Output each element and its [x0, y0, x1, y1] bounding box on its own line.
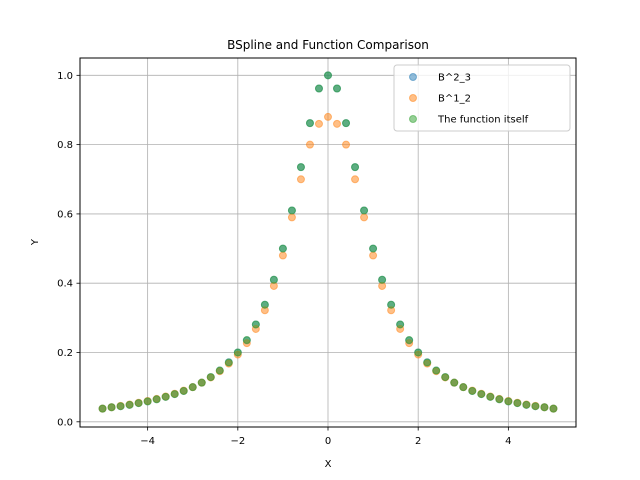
data-point	[459, 383, 468, 392]
data-point	[224, 358, 233, 367]
data-point	[360, 206, 369, 215]
data-point	[378, 275, 387, 284]
data-point	[188, 383, 197, 392]
y-tick-label: 0.6	[57, 209, 73, 220]
y-tick-label: 1.0	[57, 71, 73, 82]
data-point	[450, 378, 459, 387]
data-point	[287, 213, 296, 222]
data-point	[414, 348, 423, 357]
data-point	[441, 373, 450, 382]
x-axis-label: X	[325, 459, 332, 470]
data-point	[143, 397, 152, 406]
data-point	[242, 336, 251, 345]
data-point	[296, 163, 305, 172]
data-point	[396, 320, 405, 329]
legend: B^2_3 B^1_2 The function itself	[393, 64, 571, 132]
data-point	[215, 366, 224, 375]
data-points	[98, 71, 558, 413]
legend-marker	[409, 94, 417, 102]
data-point	[324, 71, 332, 80]
data-point	[468, 386, 477, 395]
data-point	[125, 400, 134, 409]
data-point	[107, 403, 116, 412]
data-point	[504, 397, 513, 406]
data-point	[540, 403, 549, 412]
data-point	[333, 119, 342, 128]
legend-marker	[409, 115, 417, 123]
data-point	[432, 366, 441, 375]
legend-label: B^2_3	[438, 73, 471, 84]
data-point	[495, 395, 504, 404]
data-point	[314, 119, 323, 128]
x-tick-label: −2	[230, 436, 245, 447]
legend-label: B^1_2	[438, 94, 471, 105]
data-point	[233, 348, 242, 357]
data-point	[251, 320, 260, 329]
data-point	[161, 392, 170, 401]
data-point	[369, 251, 378, 260]
data-point	[197, 378, 206, 387]
data-point	[278, 251, 287, 260]
data-point	[305, 119, 314, 128]
data-point	[405, 336, 414, 345]
data-point	[152, 395, 161, 404]
y-tick-label: 0.0	[57, 417, 73, 428]
series-the-function-itself	[98, 71, 558, 413]
data-point	[179, 386, 188, 395]
x-tick-label: 2	[415, 436, 421, 447]
data-point	[170, 390, 179, 399]
x-tick-label: 0	[325, 436, 331, 447]
y-tick-label: 0.2	[57, 348, 73, 359]
data-point	[342, 119, 351, 128]
data-point	[531, 402, 540, 411]
data-point	[342, 140, 351, 149]
legend-label: The function itself	[437, 115, 529, 126]
data-point	[522, 400, 531, 409]
legend-marker	[409, 73, 417, 81]
data-point	[278, 244, 287, 253]
x-tick-label: −4	[140, 436, 155, 447]
data-point	[314, 84, 323, 93]
data-point	[477, 390, 486, 399]
data-point	[513, 399, 522, 408]
data-point	[206, 373, 215, 382]
data-point	[333, 84, 342, 93]
y-axis-label: Y	[30, 238, 41, 246]
data-point	[305, 140, 314, 149]
data-point	[324, 112, 332, 121]
y-tick-label: 0.8	[57, 140, 73, 151]
data-point	[260, 300, 269, 309]
data-point	[351, 175, 360, 184]
data-point	[287, 206, 296, 215]
data-point	[351, 163, 360, 172]
data-point	[369, 244, 378, 253]
data-point	[98, 404, 107, 413]
y-tick-label: 0.4	[57, 279, 73, 290]
chart-title: BSpline and Function Comparison	[227, 38, 429, 52]
data-point	[549, 404, 558, 413]
data-point	[423, 358, 432, 367]
legend-box	[393, 64, 571, 132]
axis-ticks: −4 −2 0 2 4 0.0 0.2 0.4 0.6 0.8 1.0	[57, 71, 511, 447]
x-tick-label: 4	[505, 436, 511, 447]
data-point	[296, 175, 305, 184]
data-point	[269, 275, 278, 284]
data-point	[360, 213, 369, 222]
data-point	[134, 399, 143, 408]
data-point	[387, 300, 396, 309]
data-point	[116, 402, 125, 411]
data-point	[486, 392, 495, 401]
